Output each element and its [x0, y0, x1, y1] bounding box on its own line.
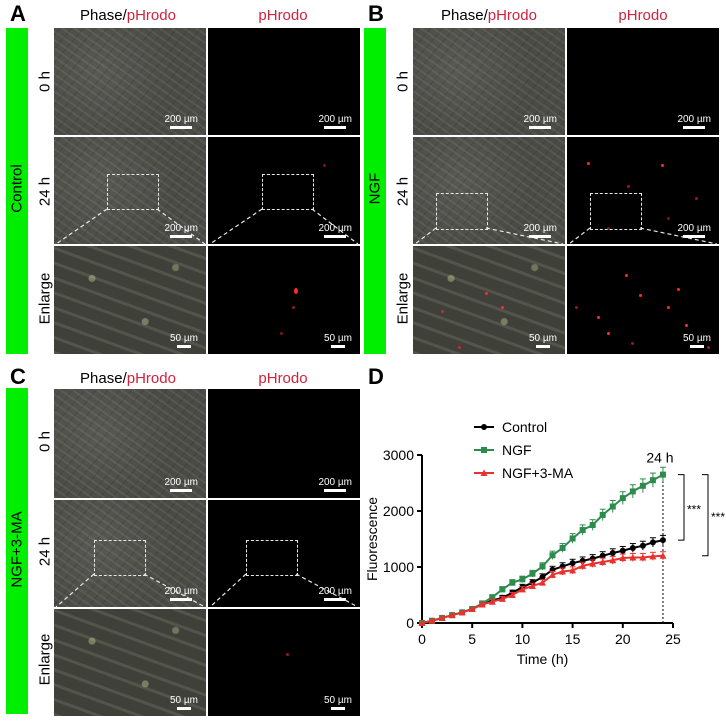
group-bar-ngf	[364, 28, 386, 354]
micrograph-fluor-24h: 200 µm	[208, 137, 360, 244]
micrograph-fluor-24h: 200 µm	[567, 137, 719, 244]
panel-letter-b: B	[368, 1, 384, 26]
col-header-merged: Phase/pHrodo	[441, 7, 537, 24]
x-tick-label: 20	[615, 631, 631, 647]
micrograph-phase-0h: 200 µm	[54, 389, 206, 498]
row-label-0h: 0 h	[394, 71, 412, 92]
scale-bar: 50 µm	[170, 333, 198, 348]
scale-bar: 200 µm	[318, 477, 352, 492]
micrograph-fluor-enlarge: 50 µm	[567, 246, 719, 354]
col-header-merged: Phase/pHrodo	[80, 7, 176, 24]
scale-bar: 200 µm	[164, 586, 198, 601]
x-tick-label: 5	[468, 631, 476, 647]
x-tick-label: 0	[418, 631, 426, 647]
micrograph-fluor-0h: 200 µm	[208, 389, 360, 498]
y-tick-label: 3000	[383, 447, 414, 463]
24h-label: 24 h	[646, 450, 673, 466]
scale-bar: 200 µm	[523, 114, 557, 129]
micrograph-fluor-enlarge: 50 µm	[208, 246, 360, 354]
micrograph-phase-enlarge: 50 µm	[54, 609, 206, 716]
panel-letter-c: C	[10, 364, 26, 389]
micrograph-phase-0h: 200 µm	[54, 28, 206, 135]
legend-item: NGF+3-MA	[502, 465, 574, 481]
row-label-enlarge: Enlarge	[394, 272, 412, 325]
scale-bar: 50 µm	[324, 695, 352, 710]
group-label-ngf: NGF	[366, 172, 384, 205]
x-axis-label: Time (h)	[517, 651, 569, 667]
micrograph-phase-24h: 200 µm	[413, 137, 565, 244]
zoom-region-box	[94, 540, 146, 576]
row-label-0h: 0 h	[36, 71, 54, 92]
fluorescence-line-chart: 0 1000 2000 3000 0 5 10 15 20 25 Time (h) Fluoresce…	[364, 419, 725, 667]
significance-bracket	[702, 474, 709, 557]
zoom-region-box	[590, 193, 642, 230]
micrograph-fluor-0h: 200 µm	[567, 28, 719, 135]
significance-label: ***	[687, 502, 701, 516]
row-label-24h: 24 h	[36, 536, 54, 567]
scale-bar: 200 µm	[164, 223, 198, 238]
row-label-0h: 0 h	[36, 431, 54, 452]
col-header-fluor: pHrodo	[618, 7, 668, 24]
scale-bar: 200 µm	[164, 477, 198, 492]
micrograph-phase-24h: 200 µm	[54, 137, 206, 244]
col-header-fluor: pHrodo	[258, 7, 308, 24]
panel-letter-d: D	[368, 364, 384, 389]
micrograph-phase-24h: 200 µm	[54, 500, 206, 607]
y-tick-label: 1000	[383, 559, 414, 575]
scale-bar: 50 µm	[170, 695, 198, 710]
group-label-ngf-3ma: NGF+3-MA	[8, 511, 26, 588]
group-bar-ngf-3ma	[6, 388, 28, 714]
group-label-control: Control	[8, 164, 26, 213]
micrograph-fluor-24h: 200 µm	[208, 500, 360, 607]
panel-letter-a: A	[10, 1, 26, 26]
row-label-enlarge: Enlarge	[36, 633, 54, 686]
row-label-24h: 24 h	[36, 176, 54, 207]
micrograph-phase-0h: 200 µm	[413, 28, 565, 135]
scale-bar: 200 µm	[318, 223, 352, 238]
x-tick-label: 10	[515, 631, 531, 647]
micrograph-fluor-enlarge: 50 µm	[208, 609, 360, 716]
y-axis-label: Fluorescence	[364, 497, 380, 581]
row-label-enlarge: Enlarge	[36, 272, 54, 325]
zoom-region-box	[436, 193, 488, 230]
significance-bracket	[678, 474, 685, 541]
y-tick-label: 2000	[383, 503, 414, 519]
micrograph-phase-enlarge: 50 µm	[54, 246, 206, 354]
significance-label: ***	[711, 510, 725, 524]
zoom-region-box	[107, 174, 159, 210]
scale-bar: 50 µm	[529, 333, 557, 348]
scale-bar: 200 µm	[318, 114, 352, 129]
row-label-24h: 24 h	[394, 176, 412, 207]
zoom-region-box	[246, 540, 298, 576]
group-bar-control	[6, 28, 28, 354]
scale-bar: 200 µm	[677, 223, 711, 238]
scale-bar: 50 µm	[324, 333, 352, 348]
y-tick-label: 0	[406, 615, 414, 631]
scale-bar: 200 µm	[318, 586, 352, 601]
scale-bar: 200 µm	[164, 114, 198, 129]
micrograph-phase-enlarge: 50 µm	[413, 246, 565, 354]
col-header-merged: Phase/pHrodo	[80, 370, 176, 387]
x-tick-label: 15	[565, 631, 581, 647]
legend-item: Control	[502, 419, 547, 435]
zoom-region-box	[262, 174, 314, 210]
x-tick-label: 25	[665, 631, 681, 647]
scale-bar: 50 µm	[683, 333, 711, 348]
scale-bar: 200 µm	[677, 114, 711, 129]
col-header-fluor: pHrodo	[258, 370, 308, 387]
micrograph-fluor-0h: 200 µm	[208, 28, 360, 135]
legend-item: NGF	[502, 442, 532, 458]
scale-bar: 200 µm	[523, 223, 557, 238]
